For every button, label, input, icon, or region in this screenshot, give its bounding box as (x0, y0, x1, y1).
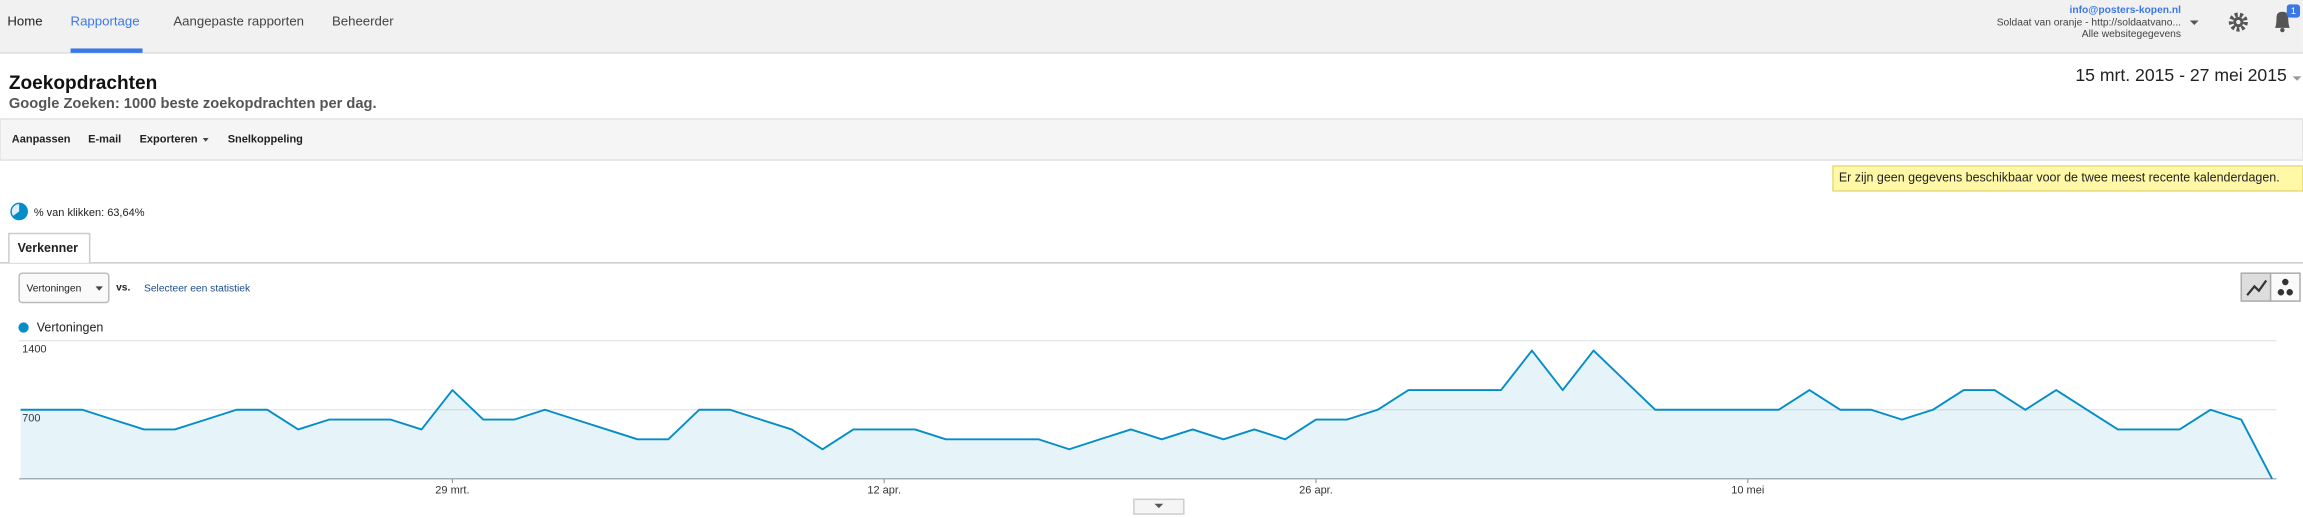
legend-swatch (18, 322, 29, 333)
dropdown-caret[interactable] (95, 286, 103, 291)
x-tick-label: 29 mrt. (435, 484, 469, 496)
nav-tab[interactable]: Beheerder (332, 14, 394, 29)
x-tick-label: 12 apr. (867, 484, 901, 496)
notice-box (1832, 165, 2303, 192)
motion-view-button[interactable] (2269, 272, 2301, 302)
toolbar-button[interactable]: Aanpassen (12, 133, 71, 145)
notice-text: Er zijn geen gegevens beschikbaar voor d… (1839, 171, 2280, 185)
metric-label[interactable]: Vertoningen (26, 283, 81, 294)
x-tick-label: 26 apr. (1299, 484, 1333, 496)
metric-dropdown[interactable] (18, 272, 110, 304)
nav-tab[interactable]: Aangepaste rapporten (173, 14, 304, 29)
active-indicator (70, 48, 143, 53)
line-view-icon (2246, 279, 2268, 296)
nav-tab[interactable]: Home (7, 14, 42, 29)
line-view-button[interactable] (2240, 272, 2272, 302)
nav-bar (0, 0, 2303, 53)
notifications-icon[interactable] (2275, 4, 2300, 33)
x-tick-label: 10 mei (1731, 484, 1764, 496)
notification-badge: 1 (2291, 6, 2296, 17)
summary-text: % van klikken: 63,64% (34, 207, 145, 219)
y-tick-label: 1400 (22, 343, 46, 355)
legend-label: Vertoningen (37, 321, 104, 335)
date-range[interactable]: 15 mrt. 2015 - 27 mei 2015 (2075, 65, 2287, 85)
y-tick-label: 700 (22, 412, 40, 424)
date-caret[interactable] (2292, 76, 2302, 81)
pie-icon (10, 202, 28, 221)
toolbar-button[interactable]: Exporteren (140, 133, 198, 145)
tab[interactable] (8, 232, 91, 263)
toolbar-button[interactable]: E-mail (88, 133, 121, 145)
motion-view-icon (2277, 278, 2293, 296)
series-area (20, 350, 2273, 479)
page-title: Zoekopdrachten (9, 73, 157, 94)
account-email[interactable]: info@posters-kopen.nl (2070, 5, 2182, 16)
toolbar-button[interactable]: Snelkoppeling (228, 133, 303, 145)
tab-label[interactable]: Verkenner (18, 241, 78, 255)
page-subtitle: Google Zoeken: 1000 beste zoekopdrachten… (9, 96, 377, 112)
chart: 700 1400 29 mrt. 12 apr. 26 apr. 10 mei Verton… (18, 321, 2277, 496)
account-property[interactable]: Soldaat van oranje - http://soldaatvano.… (1997, 17, 2181, 28)
account-view: Alle websitegegevens (2082, 29, 2181, 40)
vs-label: vs. (116, 283, 130, 294)
handle-caret[interactable] (1154, 503, 1164, 509)
series-line (20, 349, 2273, 480)
account-caret[interactable] (2189, 20, 2199, 25)
select-metric-link[interactable]: Selecteer een statistiek (144, 283, 251, 294)
nav-tab[interactable]: Rapportage (71, 14, 140, 29)
toolbar-caret[interactable] (202, 138, 209, 142)
toolbar (0, 118, 2303, 161)
